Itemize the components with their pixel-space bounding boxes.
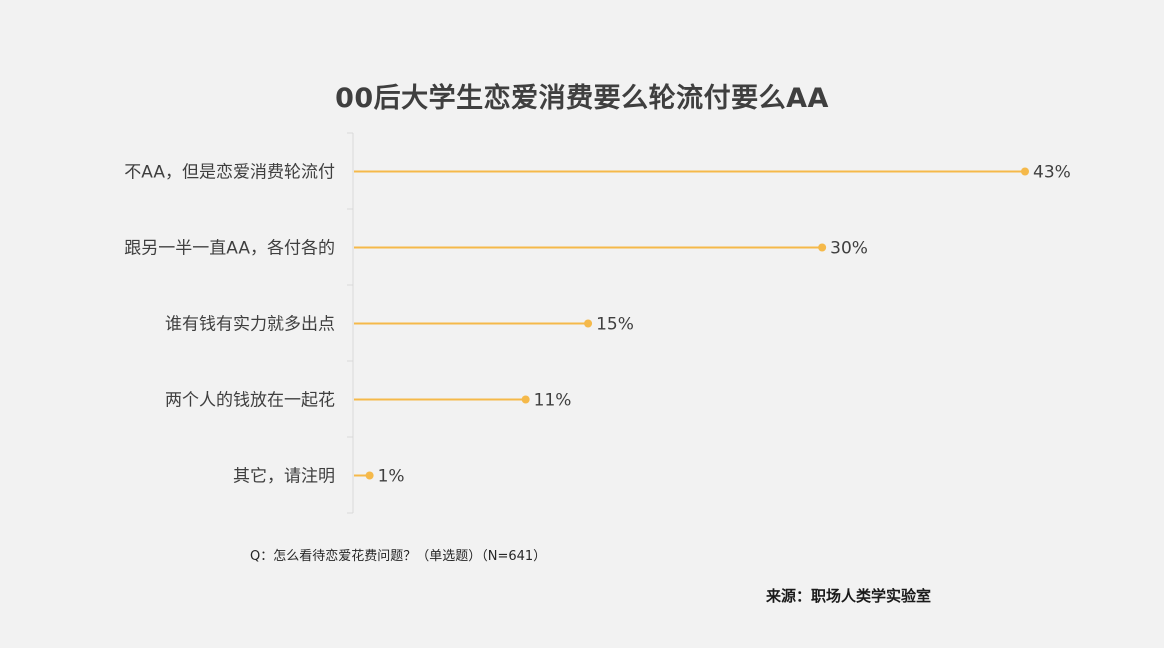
lollipop-dot: [818, 243, 827, 252]
question-note: Q：怎么看待恋爱花费问题？（单选题）（N=641）: [250, 549, 547, 564]
category-label: 谁有钱有实力就多出点: [165, 315, 335, 335]
value-label: 11%: [534, 391, 572, 411]
lollipop-dot: [584, 319, 593, 328]
lollipop-dot: [365, 471, 374, 480]
category-label: 不AA，但是恋爱消费轮流付: [124, 162, 335, 183]
value-label: 1%: [378, 467, 405, 487]
value-label: 15%: [596, 315, 634, 335]
category-label: 其它，请注明: [233, 467, 335, 487]
value-label: 30%: [830, 239, 868, 259]
category-label: 两个人的钱放在一起花: [165, 391, 335, 411]
lollipop-dot: [521, 395, 530, 404]
category-label: 跟另一半一直AA，各付各的: [124, 239, 335, 259]
value-label: 43%: [1033, 163, 1071, 183]
lollipop-dot: [1021, 167, 1029, 176]
source-note: 来源：职场人类学实验室: [766, 587, 932, 605]
chart-title: 00后大学生恋爱消费要么轮流付要么AA: [335, 83, 829, 114]
